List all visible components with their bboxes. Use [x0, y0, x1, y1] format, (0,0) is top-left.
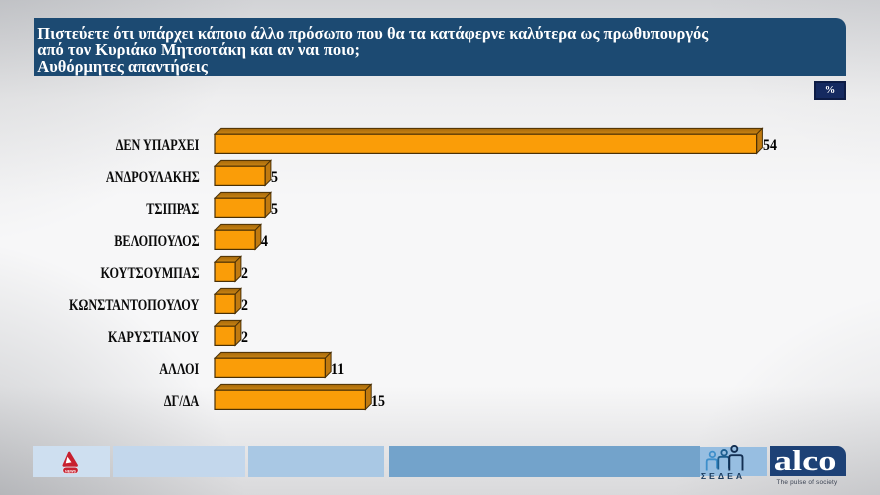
svg-text:NEWS: NEWS: [65, 469, 76, 473]
